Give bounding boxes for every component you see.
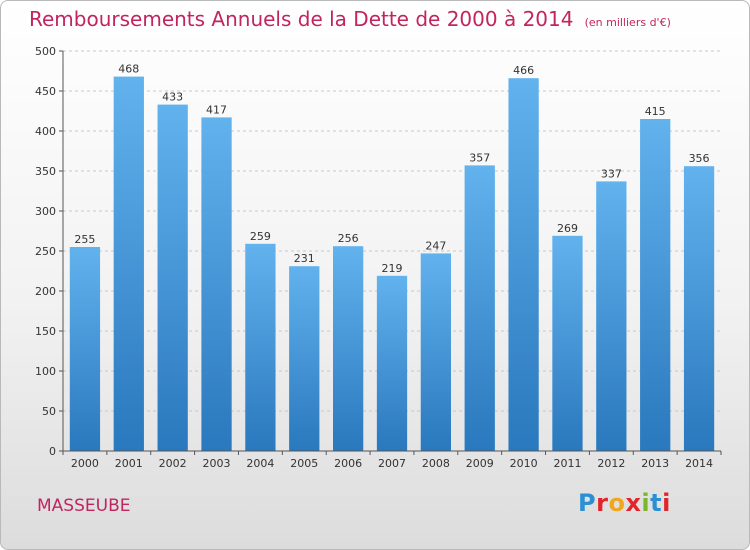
bar-2005: [289, 266, 320, 451]
x-tick-label: 2006: [334, 457, 362, 470]
y-tick-label: 300: [35, 205, 56, 218]
bar-2008: [420, 253, 452, 451]
y-tick-label: 500: [35, 45, 56, 58]
bar-2013: [640, 119, 671, 451]
y-tick-label: 150: [35, 325, 56, 338]
y-tick-label: 400: [35, 125, 56, 138]
bar-value-label: 468: [118, 63, 139, 76]
bar-2000: [69, 247, 101, 451]
x-tick-label: 2003: [203, 457, 231, 470]
bar-value-label: 337: [601, 167, 622, 180]
y-tick-label: 200: [35, 285, 56, 298]
bar-2001: [113, 76, 144, 451]
x-tick-label: 2008: [422, 457, 450, 470]
x-tick-label: 2012: [597, 457, 625, 470]
y-tick-label: 0: [49, 445, 56, 458]
title-row: Remboursements Annuels de la Dette de 20…: [29, 7, 671, 31]
bar-2014: [683, 166, 715, 451]
x-tick-label: 2005: [290, 457, 318, 470]
bar-value-label: 433: [162, 91, 183, 104]
bar-value-label: 256: [338, 232, 359, 245]
x-tick-label: 2004: [246, 457, 274, 470]
axis-layer: 0 50 100 150 200 250 300 350 400 450 500 2000 2001 20…: [35, 45, 722, 470]
bar-2007: [376, 275, 408, 451]
x-tick-label: 2011: [553, 457, 581, 470]
bar-2006: [332, 246, 364, 451]
place-name: MASSEUBE: [37, 496, 131, 516]
chart-title: Remboursements Annuels de la Dette de 20…: [29, 7, 574, 31]
bar-value-label: 415: [645, 105, 666, 118]
x-tick-label: 2009: [466, 457, 494, 470]
x-tick-label: 2000: [71, 457, 99, 470]
bar-2003: [201, 117, 232, 452]
y-tick-label: 450: [35, 85, 56, 98]
y-tick-label: 50: [42, 405, 56, 418]
bar-value-label: 247: [425, 239, 446, 252]
bar-value-label: 231: [294, 252, 315, 265]
bar-value-label: 356: [689, 152, 710, 165]
chart-subtitle: (en milliers d'€): [584, 16, 671, 29]
x-tick-label: 2002: [159, 457, 187, 470]
bar-2002: [157, 104, 188, 451]
y-tick-label: 250: [35, 245, 56, 258]
x-tick-label: 2013: [641, 457, 669, 470]
bar-2012: [596, 181, 627, 451]
x-tick-label: 2014: [685, 457, 713, 470]
bar-2011: [552, 235, 583, 451]
bar-value-label: 269: [557, 222, 578, 235]
bar-value-label: 357: [469, 151, 490, 164]
y-tick-label: 350: [35, 165, 56, 178]
proxiti-logo: Proxiti: [578, 489, 671, 517]
y-tick-label: 100: [35, 365, 56, 378]
x-tick-label: 2010: [510, 457, 538, 470]
bar-layer: 255 468 433 417 259 231 256 219 247 357 466 269 337 4…: [69, 63, 715, 452]
bar-value-label: 466: [513, 64, 534, 77]
bar-value-label: 259: [250, 230, 271, 243]
bar-2009: [464, 165, 495, 451]
bar-value-label: 255: [74, 233, 95, 246]
bar-value-label: 219: [382, 262, 403, 275]
bar-2010: [508, 78, 539, 451]
bar-value-label: 417: [206, 103, 227, 116]
x-tick-label: 2001: [115, 457, 143, 470]
x-tick-label: 2007: [378, 457, 406, 470]
bar-2004: [245, 243, 276, 451]
